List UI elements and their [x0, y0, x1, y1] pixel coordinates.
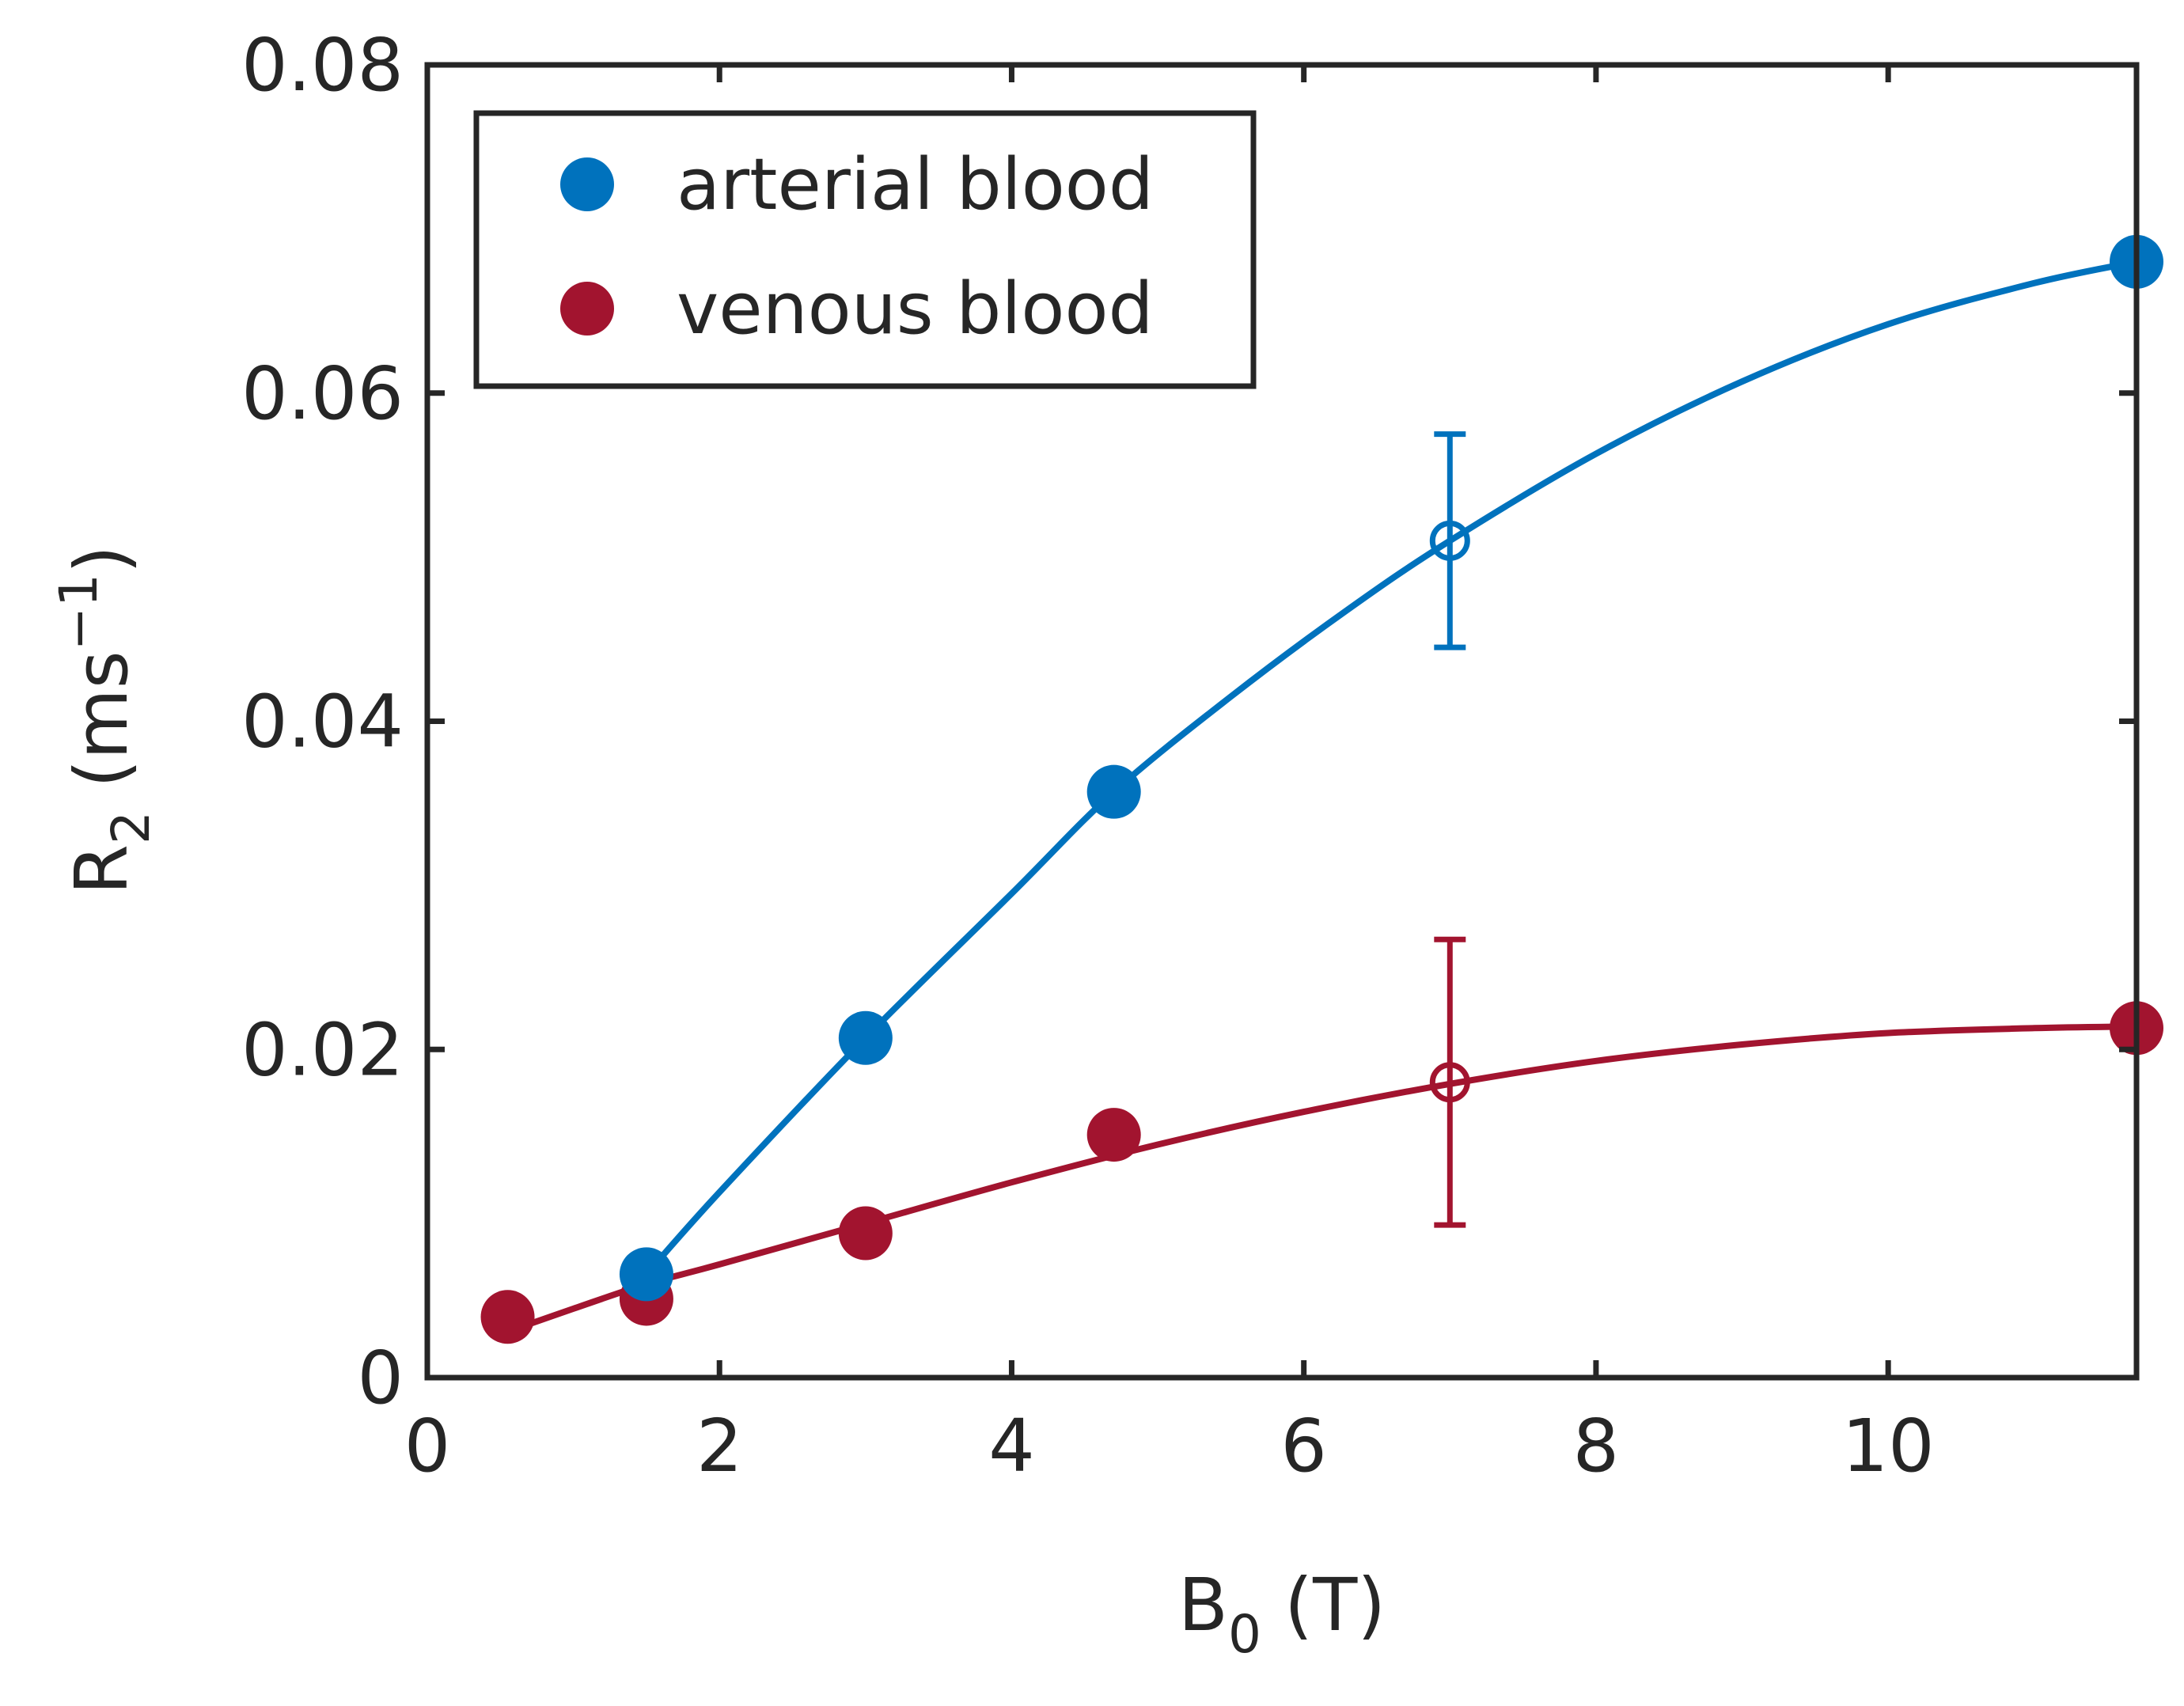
- legend-label-venous: venous blood: [677, 267, 1154, 351]
- y-axis-label: R2 (ms−1): [48, 545, 161, 895]
- open-data-point-arterial-blood: [1429, 520, 1470, 561]
- y-tick-label: 0.06: [241, 351, 404, 436]
- legend-box: [473, 110, 1257, 389]
- axis-ticks: 0 2 4 6 8 10 0 0.02 0.04 0.06 0.08: [241, 23, 2137, 1488]
- y-tick-label: 0: [357, 1336, 404, 1420]
- data-point-venous-blood: [1086, 1108, 1141, 1162]
- y-tick-label: 0.04: [241, 680, 404, 764]
- error-bars: [1434, 431, 1466, 1228]
- data-point-arterial-blood: [1086, 764, 1141, 819]
- x-tick-label: 0: [404, 1404, 451, 1488]
- data-point-arterial-blood: [838, 1010, 893, 1065]
- legend-label-arterial: arterial blood: [677, 143, 1154, 226]
- x-tick-label: 4: [988, 1404, 1035, 1488]
- legend-marker-venous: [560, 282, 614, 336]
- fit-lines: [504, 258, 2140, 1335]
- fit-line-venous-blood: [504, 1023, 2140, 1335]
- x-axis-label: B0 (T): [1178, 1563, 1386, 1665]
- x-tick-label: 6: [1280, 1404, 1327, 1488]
- legend-marker-arterial: [560, 157, 614, 211]
- legend: arterial blood venous blood: [473, 110, 1257, 389]
- fit-line-arterial-blood: [643, 258, 2140, 1278]
- x-tick-label: 8: [1573, 1404, 1620, 1488]
- x-tick-label: 10: [1842, 1404, 1935, 1488]
- open-data-point-venous-blood: [1429, 1062, 1470, 1103]
- data-point-venous-blood: [838, 1206, 893, 1261]
- y-tick-label: 0.08: [241, 23, 404, 108]
- data-point-venous-blood: [480, 1290, 535, 1344]
- x-tick-label: 2: [696, 1404, 743, 1488]
- y-tick-label: 0.02: [241, 1007, 404, 1092]
- data-point-arterial-blood: [619, 1247, 673, 1302]
